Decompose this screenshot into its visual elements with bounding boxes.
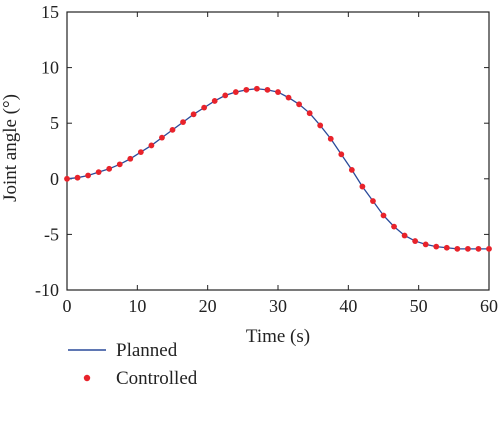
data-point-controlled bbox=[475, 245, 482, 252]
data-point-controlled bbox=[465, 245, 471, 252]
data-point-controlled bbox=[148, 142, 155, 149]
data-point-controlled bbox=[486, 245, 492, 252]
data-point-controlled bbox=[264, 86, 271, 93]
data-point-controlled bbox=[285, 94, 292, 101]
x-axis-title: Time (s) bbox=[246, 326, 310, 347]
x-tick-label: 40 bbox=[339, 296, 357, 316]
data-point-controlled bbox=[201, 104, 208, 111]
data-point-controlled bbox=[137, 149, 144, 156]
data-point-controlled bbox=[370, 198, 376, 204]
legend: Planned Controlled bbox=[68, 340, 198, 389]
data-point-controlled bbox=[180, 119, 186, 125]
legend-swatch-controlled bbox=[83, 374, 91, 382]
data-point-controlled bbox=[127, 155, 134, 162]
data-point-controlled bbox=[359, 183, 366, 190]
data-point-controlled bbox=[232, 89, 239, 95]
data-point-controlled bbox=[254, 85, 260, 92]
plot-area: 0 10 20 30 40 50 60 -10 -5 0 5 10 15 bbox=[35, 2, 498, 316]
series-line-planned bbox=[66, 88, 489, 250]
x-tick-label: 0 bbox=[63, 296, 72, 316]
x-tick-label: 60 bbox=[480, 296, 498, 316]
data-point-controlled bbox=[85, 172, 91, 179]
y-tick-label: -5 bbox=[44, 224, 59, 244]
y-tick-label: 0 bbox=[50, 169, 59, 189]
x-tick-label: 20 bbox=[199, 296, 217, 316]
data-point-controlled bbox=[296, 101, 302, 108]
y-axis-title: Joint angle (°) bbox=[0, 94, 21, 202]
data-point-controlled bbox=[327, 135, 334, 142]
data-point-controlled bbox=[391, 223, 397, 230]
plot-frame bbox=[66, 11, 490, 291]
data-point-controlled bbox=[64, 175, 70, 182]
data-point-controlled bbox=[454, 245, 461, 252]
data-point-controlled bbox=[169, 126, 176, 133]
data-point-controlled bbox=[433, 243, 440, 250]
data-point-controlled bbox=[306, 110, 313, 117]
x-tick-label: 30 bbox=[269, 296, 287, 316]
data-point-controlled bbox=[106, 165, 113, 172]
data-point-controlled bbox=[95, 169, 102, 176]
data-point-controlled bbox=[243, 86, 250, 93]
data-point-controlled bbox=[159, 134, 165, 141]
data-point-controlled bbox=[190, 111, 197, 118]
data-point-controlled bbox=[222, 92, 229, 99]
y-tick-label: 15 bbox=[41, 2, 59, 22]
data-point-controlled bbox=[412, 238, 419, 244]
legend-label-controlled: Controlled bbox=[116, 368, 198, 389]
y-tick-label: -10 bbox=[35, 280, 59, 300]
data-point-controlled bbox=[443, 244, 450, 251]
legend-label-planned: Planned bbox=[116, 340, 178, 361]
data-point-controlled bbox=[317, 122, 324, 129]
data-point-controlled bbox=[116, 161, 123, 168]
x-tick-label: 50 bbox=[410, 296, 428, 316]
data-point-controlled bbox=[380, 212, 387, 219]
data-point-controlled bbox=[275, 89, 281, 95]
y-tick-label: 5 bbox=[50, 113, 59, 133]
x-tick-label: 10 bbox=[128, 296, 146, 316]
y-tick-label: 10 bbox=[41, 58, 59, 78]
data-point-controlled bbox=[422, 241, 429, 248]
data-point-controlled bbox=[74, 174, 81, 181]
data-point-controlled bbox=[348, 167, 355, 173]
data-point-controlled bbox=[338, 151, 345, 158]
data-point-controlled bbox=[211, 98, 218, 104]
data-point-controlled bbox=[401, 232, 408, 239]
